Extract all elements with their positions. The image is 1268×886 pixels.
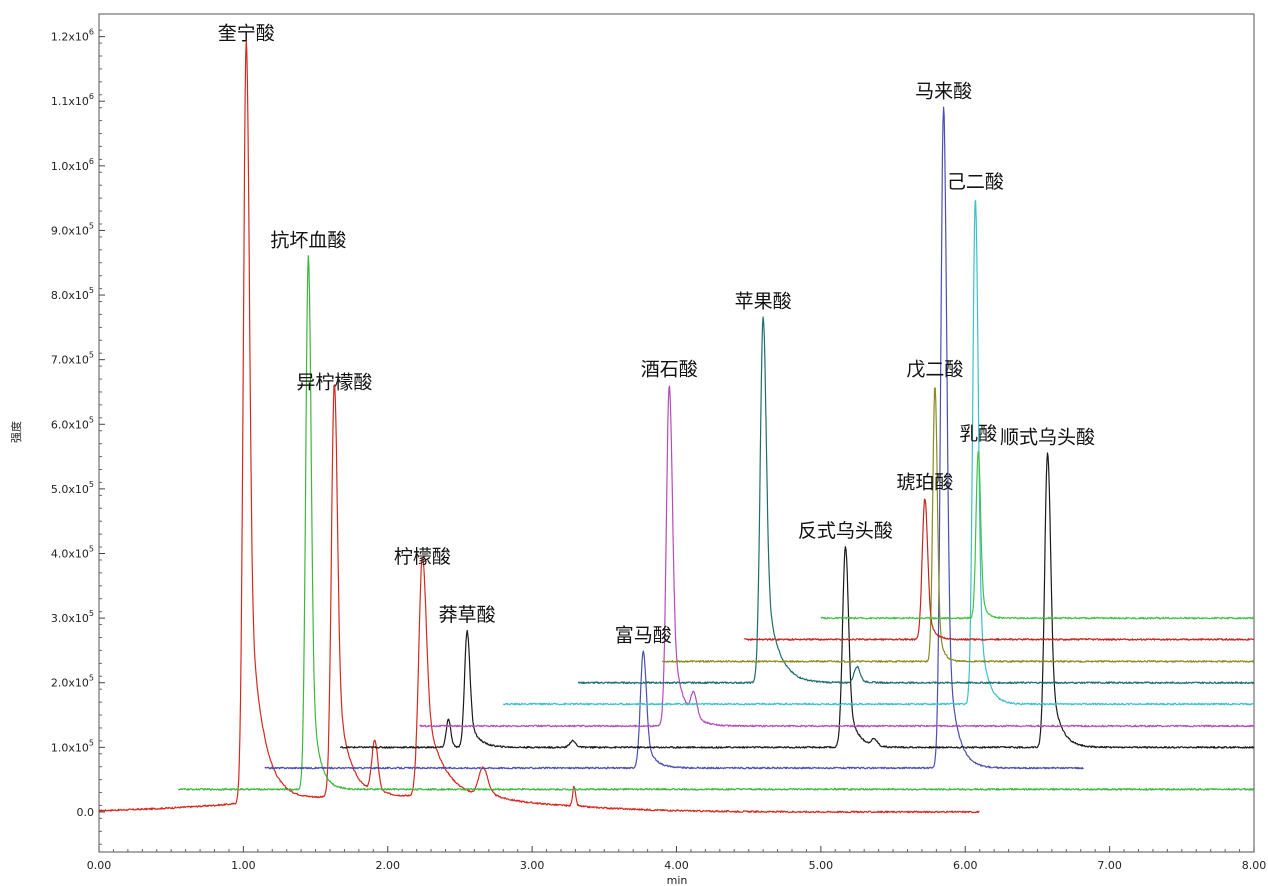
peak-label: 酒石酸 bbox=[641, 359, 698, 381]
x-tick-label: 2.00 bbox=[376, 859, 401, 872]
x-tick-label: 4.00 bbox=[664, 859, 689, 872]
y-tick-label: 3.0x105 bbox=[51, 609, 94, 625]
y-tick-label: 6.0x105 bbox=[51, 415, 94, 431]
x-tick-label: 6.00 bbox=[953, 859, 978, 872]
y-tick-label: 9.0x105 bbox=[51, 221, 94, 237]
y-tick-label: 1.0x105 bbox=[51, 738, 94, 754]
chromatogram-trace bbox=[502, 199, 1255, 706]
peak-label: 反式乌头酸 bbox=[798, 520, 893, 542]
peak-label: 乳酸 bbox=[959, 423, 997, 445]
y-tick-label: 7.0x105 bbox=[51, 351, 94, 367]
y-tick-label: 4.0x105 bbox=[51, 544, 94, 560]
chromatogram-trace bbox=[178, 255, 1255, 791]
y-axis: 0.0 1.0x105 2.0x105 3.0x105 4.0x105 5.0x105 6.… bbox=[51, 28, 105, 845]
x-axis-title: min bbox=[667, 874, 688, 886]
chromatogram-trace bbox=[577, 316, 1255, 685]
chromatogram-trace bbox=[339, 452, 1255, 749]
x-axis: 0.00 1.00 2.00 3.00 4.00 5.00 6.00 7.00 8.00 bbox=[87, 846, 1267, 872]
y-tick-label: 1.0x106 bbox=[51, 157, 94, 173]
peak-label: 异柠檬酸 bbox=[296, 371, 372, 393]
y-tick-label: 8.0x105 bbox=[51, 286, 94, 302]
x-tick-label: 3.00 bbox=[520, 859, 545, 872]
chromatogram-trace bbox=[264, 106, 1084, 770]
peak-label: 抗坏血酸 bbox=[270, 229, 346, 251]
x-tick-label: 0.00 bbox=[87, 859, 112, 872]
y-tick-label: 5.0x105 bbox=[51, 480, 94, 496]
chromatogram-trace bbox=[419, 385, 1255, 728]
peak-label: 富马酸 bbox=[615, 625, 672, 647]
chromatogram-trace bbox=[820, 451, 1255, 620]
chromatogram-trace bbox=[98, 39, 980, 814]
y-tick-label: 2.0x105 bbox=[51, 674, 94, 690]
peak-label: 琥珀酸 bbox=[896, 472, 953, 494]
x-tick-label: 5.00 bbox=[809, 859, 834, 872]
series-layer bbox=[98, 39, 1255, 814]
chromatogram-trace bbox=[661, 387, 1255, 663]
x-tick-label: 7.00 bbox=[1097, 859, 1122, 872]
chromatogram-trace bbox=[743, 498, 1254, 641]
y-tick-label: 1.1x106 bbox=[51, 92, 94, 108]
peak-label: 顺式乌头酸 bbox=[1000, 426, 1095, 448]
x-tick-label: 1.00 bbox=[231, 859, 256, 872]
x-tick-label: 8.00 bbox=[1242, 859, 1267, 872]
peak-label: 苹果酸 bbox=[735, 291, 792, 313]
peak-label: 己二酸 bbox=[947, 171, 1004, 193]
y-axis-title: 强度 bbox=[9, 421, 23, 443]
peak-label: 莽草酸 bbox=[439, 604, 496, 626]
y-tick-label: 0.0 bbox=[77, 806, 95, 819]
y-tick-label: 1.2x106 bbox=[51, 28, 94, 44]
peak-label: 奎宁酸 bbox=[218, 23, 275, 45]
peak-label: 柠檬酸 bbox=[394, 546, 451, 568]
peak-label: 戊二酸 bbox=[906, 359, 963, 381]
peak-label: 马来酸 bbox=[915, 81, 972, 103]
